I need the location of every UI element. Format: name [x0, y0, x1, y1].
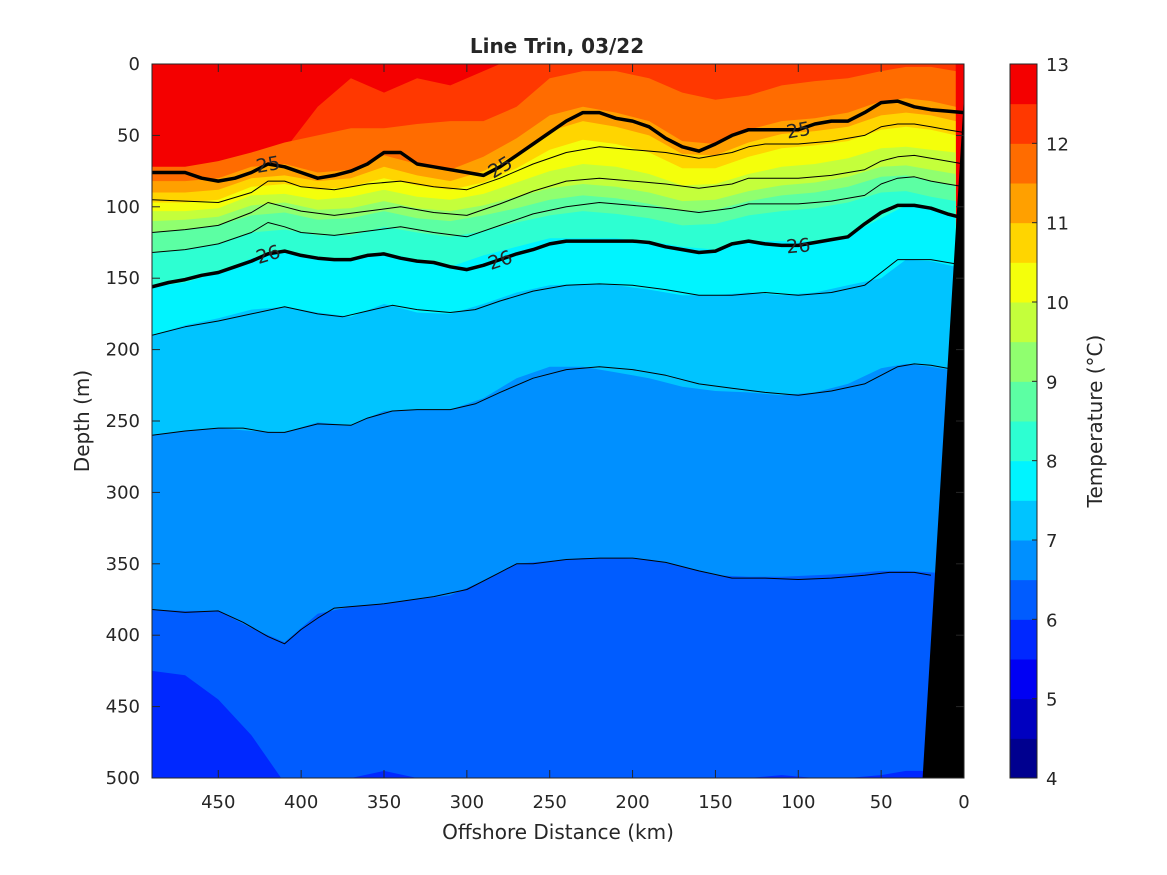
x-tick-label: 0 [958, 792, 969, 813]
x-tick-label: 100 [781, 792, 815, 813]
colorbar-swatch [1010, 341, 1037, 382]
contour-label-group: 26 [785, 234, 811, 258]
y-tick-label: 100 [106, 197, 140, 218]
x-tick-label: 150 [698, 792, 732, 813]
colorbar-frame [1009, 63, 1038, 779]
colorbar-tick-label: 10 [1046, 293, 1069, 314]
y-tick-label: 150 [106, 268, 140, 289]
colorbar-swatch [1010, 659, 1037, 700]
colorbar-swatch [1010, 183, 1037, 224]
colorbar-swatch [1010, 143, 1037, 184]
x-tick-label: 450 [201, 792, 235, 813]
x-axis-label: Offshore Distance (km) [442, 820, 674, 844]
x-tick-label: 300 [450, 792, 484, 813]
shelf-layer [922, 64, 964, 778]
contour-label-group: 25 [785, 118, 813, 144]
chart-title: Line Trin, 03/22 [470, 34, 644, 58]
temperature-band [152, 670, 956, 778]
y-tick-label: 50 [117, 125, 140, 146]
temperature-band [152, 558, 956, 778]
y-tick-label: 450 [106, 697, 140, 718]
colorbar-swatch [1010, 698, 1037, 739]
colorbar-swatch [1010, 579, 1037, 620]
contour-label: 25 [785, 118, 813, 144]
y-tick-label: 350 [106, 554, 140, 575]
colorbar-swatch [1010, 540, 1037, 581]
contour-label: 26 [785, 234, 811, 258]
contour-line [152, 154, 964, 233]
x-tick-label: 50 [870, 792, 893, 813]
temperature-fill-layer [152, 64, 964, 778]
colorbar-swatch [1010, 64, 1037, 105]
contour-line [152, 123, 964, 203]
y-tick-label: 400 [106, 625, 140, 646]
y-tick-label: 300 [106, 482, 140, 503]
colorbar-tick-label: 13 [1046, 55, 1069, 76]
colorbar-swatch [1010, 421, 1037, 462]
colorbar-swatch [1010, 460, 1037, 501]
contour-line-bold [152, 99, 964, 183]
colorbar-tick-label: 5 [1046, 690, 1057, 711]
colorbar-swatch [1010, 103, 1037, 144]
shelf-wedge [922, 64, 964, 778]
colorbar-tick-label: 11 [1046, 214, 1069, 235]
colorbar-tick-label: 4 [1046, 769, 1057, 790]
colorbar-swatch [1010, 262, 1037, 303]
contour-line [152, 176, 964, 253]
colorbar-tick-label: 9 [1046, 372, 1057, 393]
x-tick-label: 350 [367, 792, 401, 813]
y-tick-label: 500 [106, 768, 140, 789]
x-tick-label: 200 [615, 792, 649, 813]
colorbar-tick-label: 6 [1046, 610, 1057, 631]
colorbar-swatch [1010, 381, 1037, 422]
contour-line-bold [152, 203, 964, 289]
colorbar-swatch [1010, 738, 1037, 779]
y-tick-label: 0 [129, 54, 140, 75]
contour-line [152, 363, 956, 436]
contour-line [152, 557, 931, 645]
y-tick-label: 200 [106, 340, 140, 361]
y-tick-label: 250 [106, 411, 140, 432]
colorbar: 4 5 6 7 8 9 10 11 12 13 [1009, 55, 1069, 790]
x-tick-label: 400 [284, 792, 318, 813]
contour-label: 25 [254, 152, 282, 178]
x-axis: 450 400 350 300 250 200 150 100 50 0 [201, 64, 970, 813]
colorbar-swatch [1010, 302, 1037, 343]
colorbar-tick-label: 12 [1046, 134, 1069, 155]
contour-label-group: 25 [254, 152, 282, 178]
colorbar-tick-label: 7 [1046, 531, 1057, 552]
colorbar-tick-label: 8 [1046, 452, 1057, 473]
x-tick-label: 250 [533, 792, 567, 813]
colorbar-label: Temperature (°C) [1083, 335, 1107, 509]
contour-line [152, 259, 956, 336]
colorbar-swatch [1010, 500, 1037, 541]
colorbar-swatch [1010, 222, 1037, 263]
y-axis: 0 50 100 150 200 250 300 350 400 450 500 [106, 54, 964, 789]
colorbar-swatch [1010, 619, 1037, 660]
y-axis-label: Depth (m) [70, 370, 94, 472]
